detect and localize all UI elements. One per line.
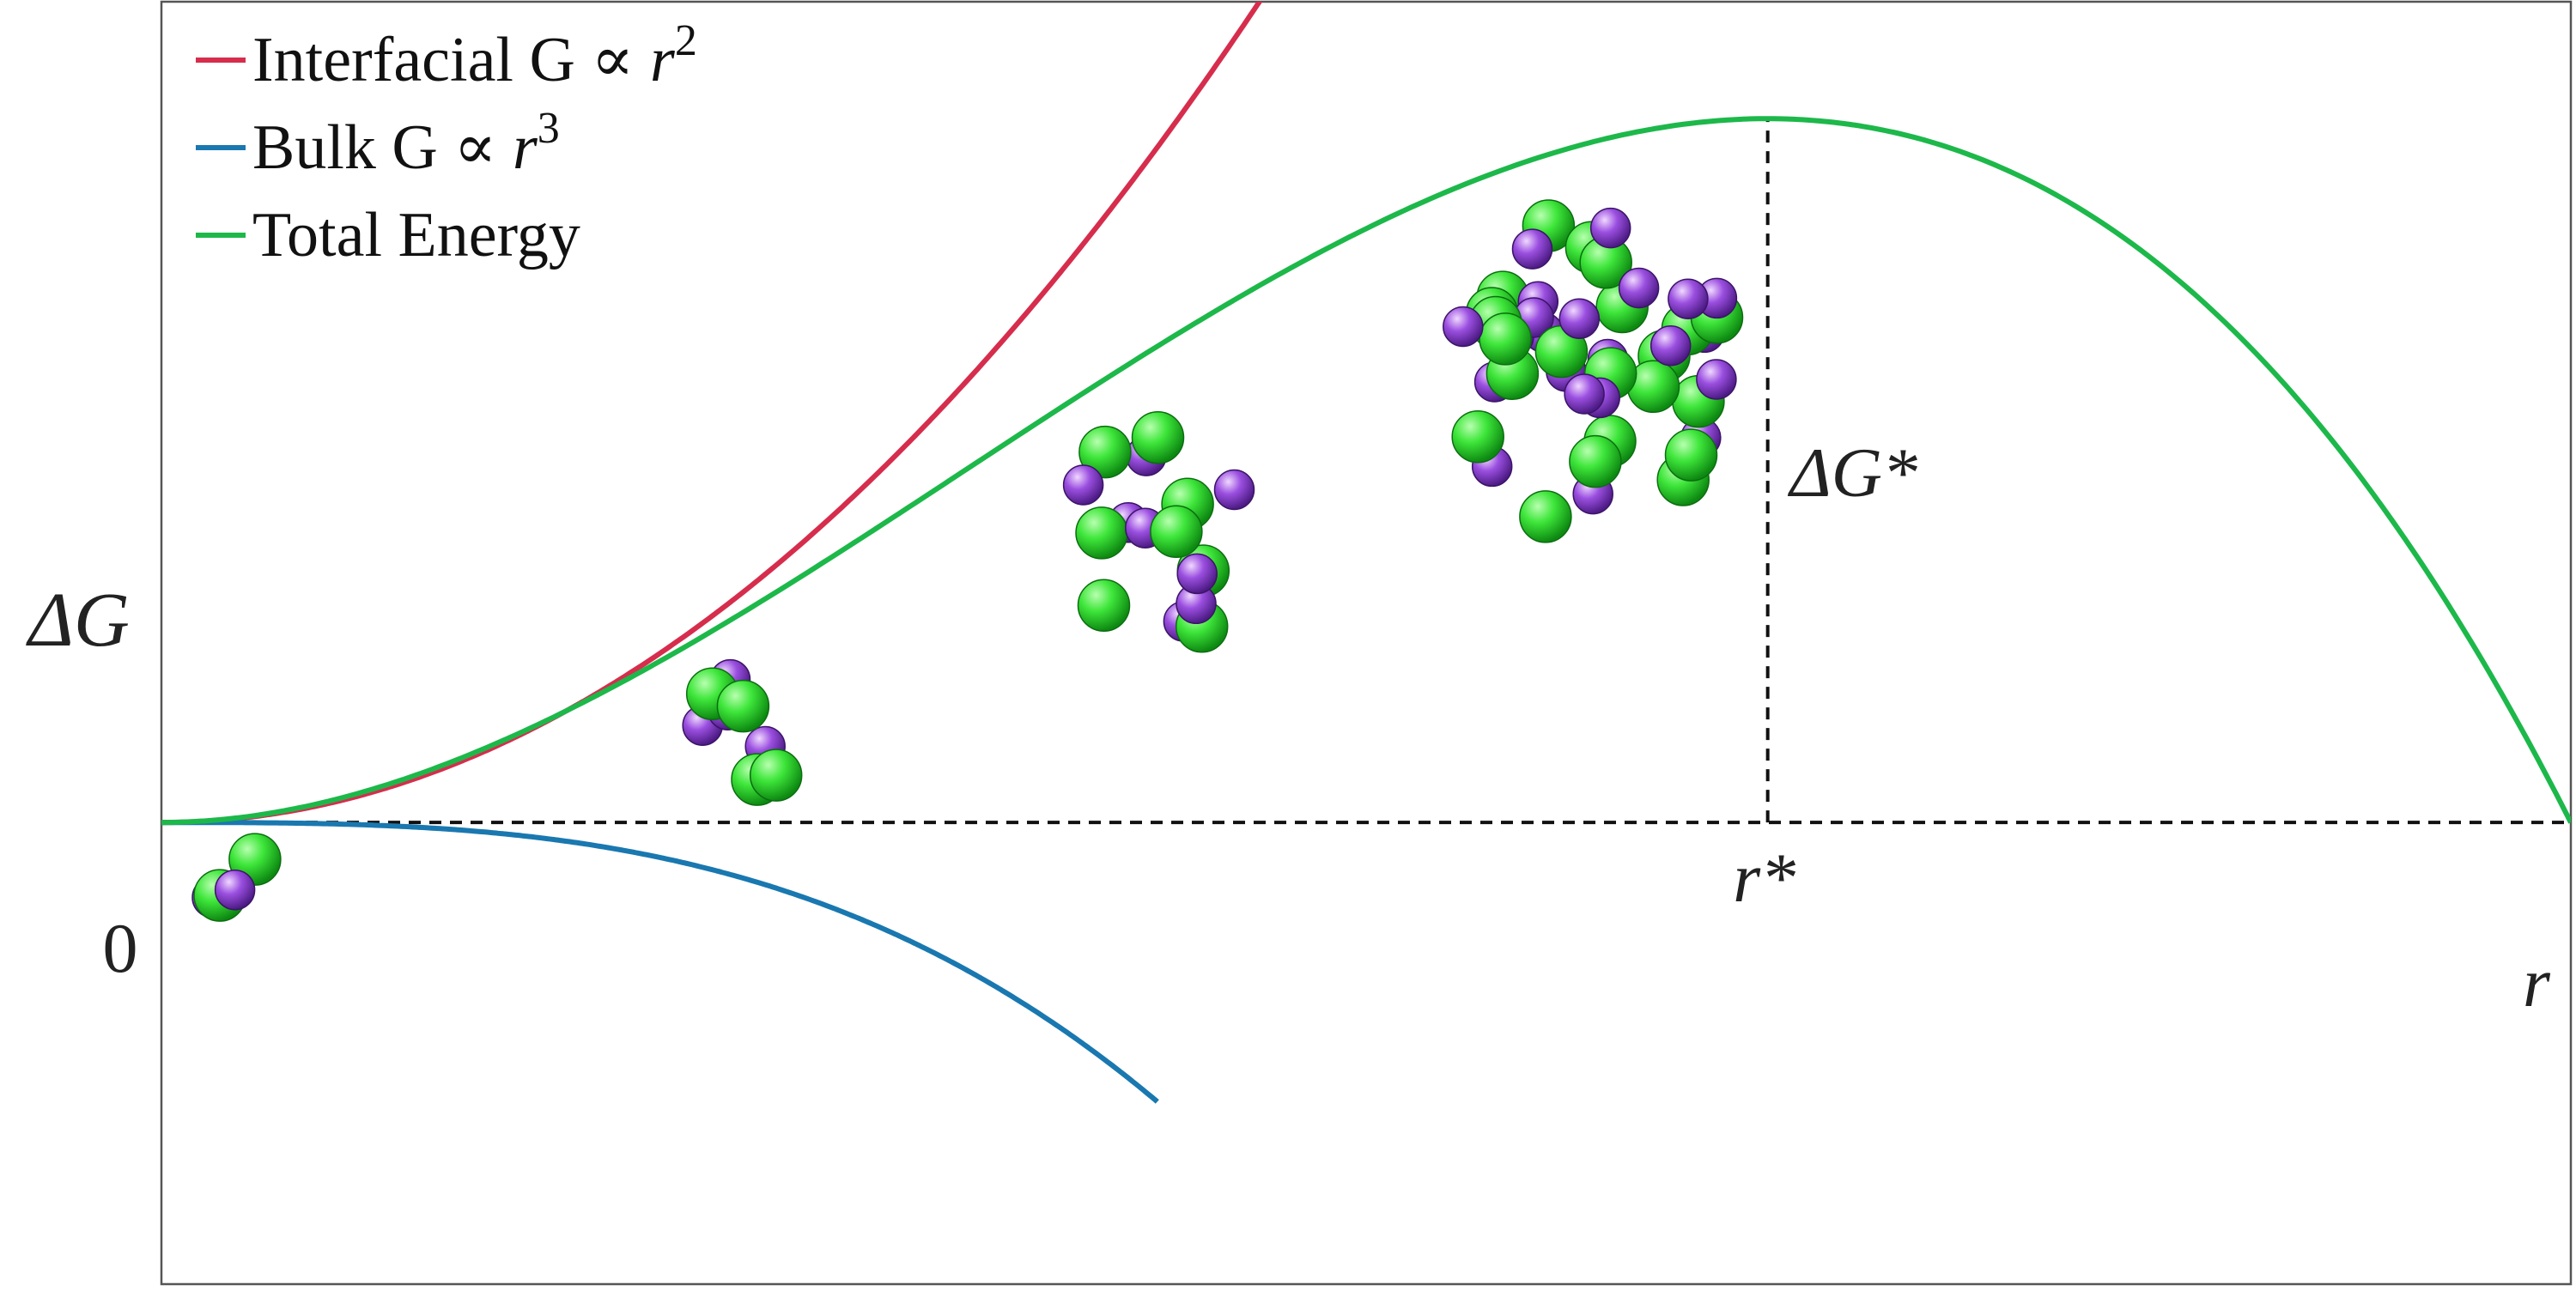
anion-sphere bbox=[1511, 228, 1553, 270]
nucleus-cluster-1 bbox=[191, 833, 282, 922]
anion-sphere bbox=[1558, 298, 1601, 339]
series-curves bbox=[161, 2, 2571, 1104]
cation-sphere bbox=[1569, 434, 1622, 488]
legend-label: Total Energy bbox=[252, 200, 580, 270]
y-zero-tick-label: 0 bbox=[103, 909, 138, 987]
nucleus-illustrations bbox=[191, 199, 1744, 922]
nucleus-cluster-2 bbox=[682, 658, 803, 806]
cation-sphere bbox=[1131, 410, 1185, 464]
legend-item-1: Bulk G ∝ r3 bbox=[196, 104, 560, 183]
anion-sphere bbox=[1443, 306, 1484, 348]
anion-sphere bbox=[1668, 278, 1709, 319]
anion-sphere bbox=[1176, 553, 1218, 595]
cation-sphere bbox=[749, 749, 803, 802]
energy-barrier-label: ΔG* bbox=[1788, 433, 1917, 512]
cation-sphere bbox=[1150, 505, 1203, 559]
anion-sphere bbox=[214, 869, 256, 911]
anion-sphere bbox=[1589, 207, 1631, 249]
anion-sphere bbox=[1213, 469, 1255, 511]
series-line-2 bbox=[161, 116, 2571, 826]
y-axis-label: ΔG bbox=[26, 578, 130, 663]
legend-label: Bulk G ∝ r3 bbox=[252, 104, 560, 183]
cation-sphere bbox=[1451, 409, 1504, 464]
x-axis-label: r bbox=[2523, 943, 2551, 1021]
cation-sphere bbox=[716, 679, 770, 733]
cation-sphere bbox=[1078, 425, 1132, 479]
critical-radius-label: r* bbox=[1733, 839, 1795, 917]
cation-sphere bbox=[1664, 428, 1718, 482]
anion-sphere bbox=[1649, 324, 1692, 367]
anion-sphere bbox=[1618, 267, 1660, 309]
anion-sphere bbox=[1696, 359, 1737, 400]
legend: Interfacial G ∝ r2 Bulk G ∝ r3 Total Energ… bbox=[196, 16, 697, 270]
nucleus-cluster-4 bbox=[1443, 199, 1744, 543]
legend-label: Interfacial G ∝ r2 bbox=[252, 16, 697, 95]
cation-sphere bbox=[1519, 490, 1572, 543]
cation-sphere bbox=[1075, 506, 1128, 560]
plot-frame bbox=[160, 0, 2573, 1286]
legend-item-0: Interfacial G ∝ r2 bbox=[196, 16, 697, 95]
series-line-1 bbox=[161, 820, 1159, 1104]
anion-sphere bbox=[1062, 464, 1104, 506]
legend-item-2: Total Energy bbox=[196, 200, 580, 270]
cation-sphere bbox=[1077, 579, 1131, 632]
nucleus-cluster-3 bbox=[1062, 410, 1255, 653]
anion-sphere bbox=[1564, 373, 1605, 415]
guide-lines bbox=[161, 118, 2571, 825]
cation-sphere bbox=[1479, 312, 1532, 366]
